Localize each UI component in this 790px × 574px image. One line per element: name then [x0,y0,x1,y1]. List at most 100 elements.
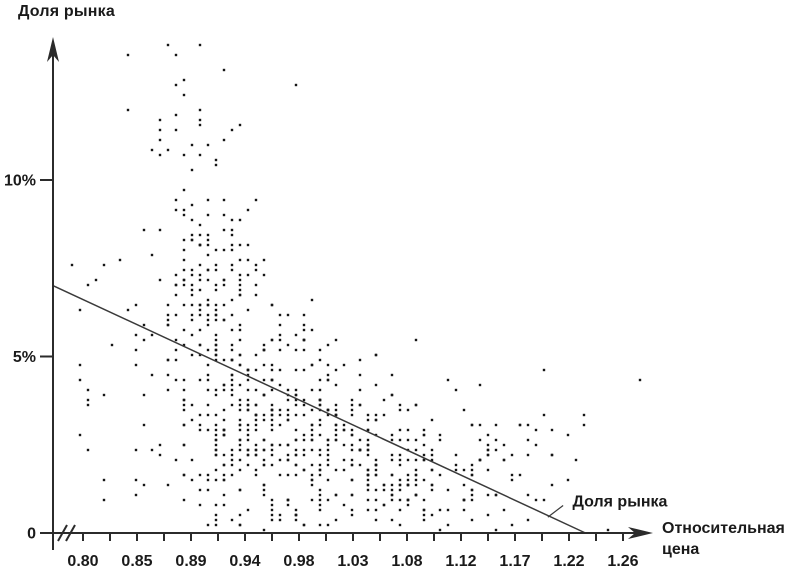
scatter-point [246,243,250,247]
scatter-point [222,493,226,497]
scatter-point [182,283,186,287]
scatter-point [294,438,298,442]
scatter-point [174,208,178,212]
scatter-point [198,503,202,507]
scatter-point [358,403,362,407]
scatter-point [294,388,298,392]
scatter-point [502,458,506,462]
scatter-point [318,453,322,457]
scatter-point [102,498,106,502]
scatter-point [238,273,242,277]
scatter-point [494,423,498,427]
scatter-point [318,468,322,472]
scatter-point [126,53,130,57]
scatter-point [246,208,250,212]
scatter-point [222,478,226,482]
scatter-point [254,388,258,392]
scatter-point [470,468,474,472]
scatter-point [190,303,194,307]
scatter-point [294,333,298,337]
scatter-point [454,463,458,467]
scatter-point [582,413,586,417]
scatter-point [198,423,202,427]
scatter-point [366,473,370,477]
scatter-point [222,428,226,432]
axis-break-icon [65,524,76,542]
scatter-point [286,408,290,412]
scatter-point [542,498,546,502]
scatter-point [246,258,250,262]
scatter-point [230,458,234,462]
scatter-point [158,228,162,232]
scatter-point [198,43,202,47]
scatter-point [494,493,498,497]
scatter-point [206,363,210,367]
scatter-point [334,338,338,342]
scatter-point [174,348,178,352]
scatter-point [174,53,178,57]
scatter-point [438,528,442,532]
scatter-point [278,313,282,317]
scatter-point [190,293,194,297]
scatter-point [230,328,234,332]
scatter-point [326,453,330,457]
scatter-point [294,463,298,467]
scatter-point [174,338,178,342]
scatter-point [262,483,266,487]
scatter-point [246,463,250,467]
scatter-point [70,263,74,267]
scatter-point [166,323,170,327]
scatter-point [286,343,290,347]
scatter-point [334,468,338,472]
scatter-point [286,413,290,417]
scatter-point [398,428,402,432]
scatter-point [174,458,178,462]
scatter-point [182,268,186,272]
scatter-point [270,418,274,422]
scatter-point [286,443,290,447]
scatter-point [182,78,186,82]
scatter-point [270,463,274,467]
scatter-point [510,478,514,482]
scatter-point [294,473,298,477]
scatter-point [302,438,306,442]
scatter-point [198,263,202,267]
scatter-point [214,248,218,252]
scatter-point [222,453,226,457]
scatter-point [302,523,306,527]
axis-break-icon [57,524,68,542]
scatter-point [326,363,330,367]
scatter-point [270,413,274,417]
scatter-point [174,273,178,277]
scatter-point [198,378,202,382]
scatter-point [366,418,370,422]
scatter-point [174,283,178,287]
scatter-point [262,378,266,382]
scatter-point [150,148,154,152]
scatter-point [182,473,186,477]
scatter-point [486,453,490,457]
scatter-point [206,403,210,407]
scatter-point [214,318,218,322]
scatter-point [222,228,226,232]
scatter-point [270,403,274,407]
scatter-point [422,513,426,517]
scatter-point [286,458,290,462]
scatter-point [190,478,194,482]
scatter-point [254,418,258,422]
scatter-point [198,123,202,127]
scatter-point [638,378,642,382]
scatter-point [534,498,538,502]
scatter-point [230,343,234,347]
scatter-point [262,343,266,347]
scatter-point [406,408,410,412]
scatter-point [318,448,322,452]
x-tick-label: 0.98 [283,553,314,570]
scatter-point [238,323,242,327]
scatter-point [222,383,226,387]
scatter-point [238,458,242,462]
scatter-point [438,433,442,437]
scatter-point [270,368,274,372]
scatter-point [238,423,242,427]
scatter-point [174,83,178,87]
